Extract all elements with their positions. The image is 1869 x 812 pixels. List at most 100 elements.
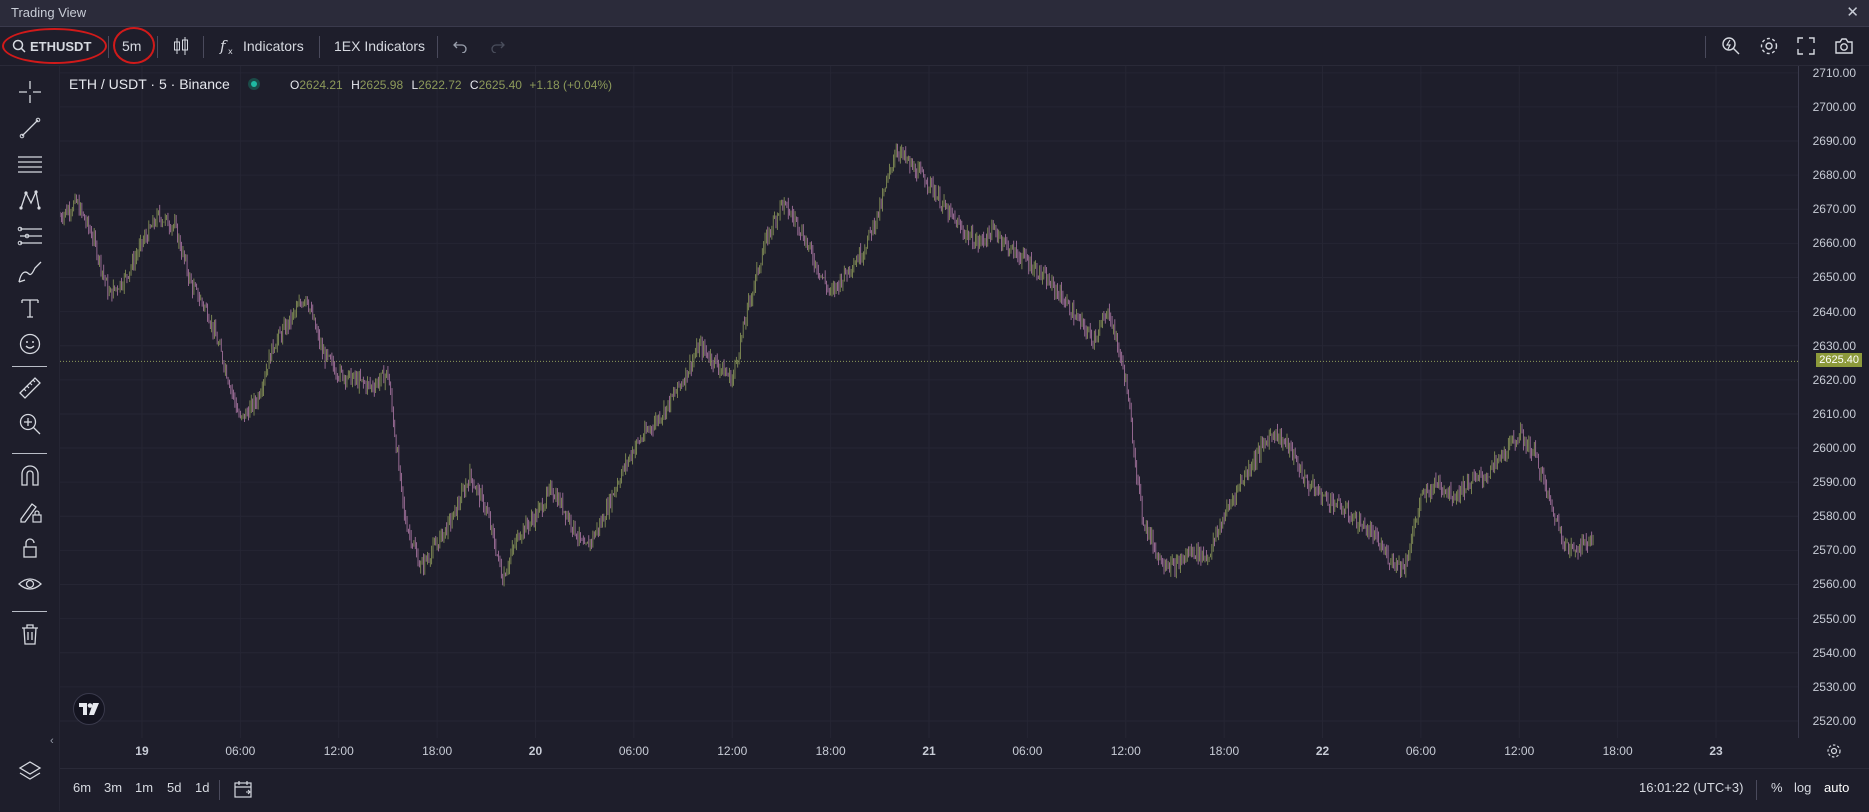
quick-search-icon — [1722, 37, 1740, 55]
time-tick-label: 21 — [922, 744, 936, 758]
range-button[interactable]: 3m — [104, 780, 123, 795]
clock[interactable]: 16:01:22 (UTC+3) — [1639, 780, 1744, 795]
time-tick-label: 12:00 — [323, 744, 354, 758]
hide-drawings-tool[interactable] — [12, 569, 48, 599]
time-tick-label: 22 — [1315, 744, 1330, 758]
price-tick-label: 2610.00 — [1812, 406, 1856, 421]
lock-all-tool[interactable] — [12, 533, 48, 563]
chart-type-button[interactable] — [172, 27, 190, 65]
gear-icon — [1827, 744, 1841, 758]
time-tick-label: 18:00 — [1209, 744, 1240, 758]
close-label: C — [469, 78, 479, 92]
fib-icon — [17, 226, 42, 246]
range-button[interactable]: 1d — [195, 780, 210, 795]
price-tick-label: 2700.00 — [1812, 99, 1856, 114]
price-tick-label: 2680.00 — [1812, 168, 1856, 183]
price-tick-label: 2570.00 — [1812, 543, 1856, 558]
time-tick-label: 12:00 — [1504, 744, 1535, 758]
price-tick-label: 2640.00 — [1812, 304, 1856, 319]
percent-toggle[interactable]: % — [1771, 780, 1783, 795]
price-tick-label: 2520.00 — [1812, 713, 1856, 728]
settings-button[interactable] — [1759, 27, 1779, 65]
window-titlebar: Trading View ✕ — [0, 0, 1869, 27]
candles-icon — [174, 37, 188, 55]
price-tick-label: 2600.00 — [1812, 441, 1856, 456]
trend-line-tool[interactable] — [12, 113, 48, 143]
undo-icon — [453, 41, 467, 53]
ohlc-values: O2624.21 H2625.98 L2622.72 C2625.40 +1.1… — [290, 78, 612, 92]
annotation-circle — [113, 27, 155, 64]
pattern-tool[interactable] — [12, 185, 48, 215]
low-label: L — [411, 78, 419, 92]
close-value: 2625.40 — [478, 78, 522, 92]
object-tree-tool[interactable] — [12, 756, 48, 786]
time-tick-label: 06:00 — [618, 744, 649, 758]
lock-pencil-icon — [20, 503, 42, 523]
toolbar-divider — [157, 36, 158, 58]
price-tick-label: 2620.00 — [1812, 372, 1856, 387]
symbol-title: ETH / USDT · 5 · Binance — [69, 76, 230, 92]
time-axis[interactable]: 19 06:00 12:00 18:00 20 06:00 12:00 18:00 21 06:0… — [60, 738, 1798, 764]
range-button[interactable]: 1m — [135, 780, 154, 795]
price-tick-label: 2530.00 — [1812, 679, 1856, 694]
fib-tool[interactable] — [12, 221, 48, 251]
ruler-tool[interactable] — [12, 373, 48, 403]
range-button[interactable]: 5d — [167, 780, 182, 795]
fullscreen-button[interactable] — [1797, 27, 1815, 65]
brush-tool[interactable] — [12, 257, 48, 287]
time-tick-label: 06:00 — [1405, 744, 1436, 758]
collapse-toolbar-icon[interactable]: ‹ — [50, 735, 54, 747]
time-tick-label: 20 — [528, 744, 543, 758]
time-tick-label: 06:00 — [225, 744, 256, 758]
toolbar-divider — [12, 453, 47, 454]
toolbar-divider — [319, 36, 320, 58]
go-to-date-button[interactable] — [233, 780, 253, 803]
gear-icon — [1760, 37, 1778, 55]
time-tick-label: 18:00 — [422, 744, 453, 758]
redo-button[interactable] — [490, 27, 506, 65]
toolbar-divider — [1756, 780, 1757, 800]
text-tool[interactable] — [12, 293, 48, 323]
trash-icon — [22, 624, 38, 645]
tv-logo-icon — [79, 703, 99, 715]
quick-search-button[interactable] — [1721, 27, 1741, 65]
price-tick-label: 2580.00 — [1812, 509, 1856, 524]
drawing-toolbar: ‹ — [0, 66, 60, 811]
toolbar-divider — [108, 36, 109, 58]
time-tick-label: 19 — [135, 744, 149, 758]
lock-drawings-tool[interactable] — [12, 497, 48, 527]
zoom-in-tool[interactable] — [12, 409, 48, 439]
ex-indicators-label: 1EX Indicators — [334, 38, 426, 54]
emoji-tool[interactable] — [12, 329, 48, 359]
range-button[interactable]: 6m — [73, 780, 92, 795]
remove-drawings-tool[interactable] — [12, 619, 48, 649]
screenshot-button[interactable] — [1834, 27, 1854, 65]
undo-button[interactable] — [452, 27, 468, 65]
price-tick-label: 2670.00 — [1812, 202, 1856, 217]
toolbar-divider — [437, 36, 438, 58]
price-tick-label: 2660.00 — [1812, 236, 1856, 251]
crosshair-tool[interactable] — [12, 77, 48, 107]
chart-legend: ETH / USDT · 5 · Binance — [69, 76, 260, 92]
magnet-tool[interactable] — [12, 461, 48, 491]
axis-settings-button[interactable] — [1826, 743, 1842, 764]
time-tick-label: 18:00 — [815, 744, 846, 758]
high-label: H — [351, 78, 360, 92]
camera-icon — [1835, 38, 1853, 54]
bottom-toolbar: 6m 3m 1m 5d 1d 16:01:22 (UTC+3) % log au… — [60, 768, 1869, 812]
price-chart[interactable] — [60, 66, 1798, 738]
tradingview-logo[interactable] — [73, 693, 105, 725]
price-tick-label: 2710.00 — [1812, 65, 1856, 80]
market-status-icon[interactable] — [247, 78, 260, 90]
ex-indicators-button[interactable]: 1EX Indicators — [334, 27, 425, 65]
candlestick-plot[interactable] — [60, 66, 1798, 738]
auto-toggle[interactable]: auto — [1824, 780, 1850, 795]
price-axis[interactable]: 2710.00 2700.00 2690.00 2680.00 2670.00 2660.… — [1798, 66, 1869, 738]
horizontal-lines-tool[interactable] — [12, 149, 48, 179]
price-tick-label: 2690.00 — [1812, 134, 1856, 149]
log-toggle[interactable]: log — [1794, 780, 1812, 795]
close-icon[interactable]: ✕ — [1846, 4, 1859, 21]
trend-line-icon — [19, 117, 41, 139]
calendar-icon — [234, 781, 252, 798]
